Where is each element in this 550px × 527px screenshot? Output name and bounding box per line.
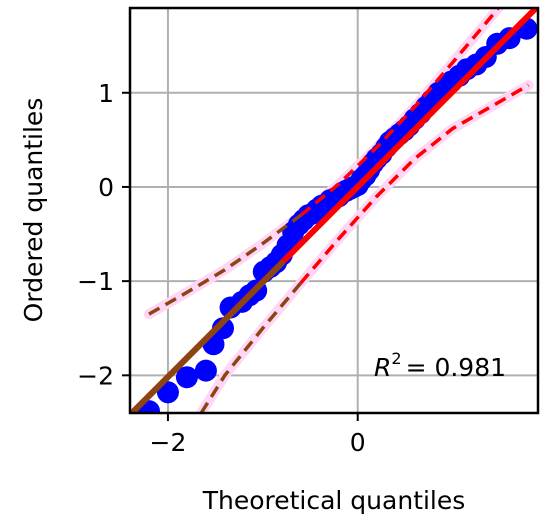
data-point [175,366,198,389]
lower-confidence-band-upper-part [299,83,530,285]
fit-lines [130,8,538,413]
r-squared-exponent: 2 [391,349,401,368]
lower-confidence-band-lower-part [199,281,303,413]
x-axis-label: Theoretical quantiles [202,486,466,515]
data-point [211,317,234,340]
upper-confidence-band-lower-part [148,213,302,316]
fit-line-alt [130,260,285,413]
y-tick-label: −1 [77,267,114,296]
y-tick-label: −2 [77,361,114,390]
r-squared-annotation: R2 = 0.981 [374,349,506,382]
x-tick-label: −2 [150,428,187,457]
data-point [156,381,179,404]
y-tick-label: 0 [98,173,114,202]
x-tick-label: 0 [350,428,366,457]
y-axis-label: Ordered quantiles [19,98,48,323]
r-squared-value: = 0.981 [406,353,506,382]
y-tick-label: 1 [98,79,114,108]
data-point [194,359,217,382]
axis-ticks: −2 0 −2 −1 0 1 [77,79,366,457]
upper-confidence-band-upper-part [299,8,501,217]
plot-frame [128,6,540,415]
r-squared-symbol: R [374,353,391,382]
